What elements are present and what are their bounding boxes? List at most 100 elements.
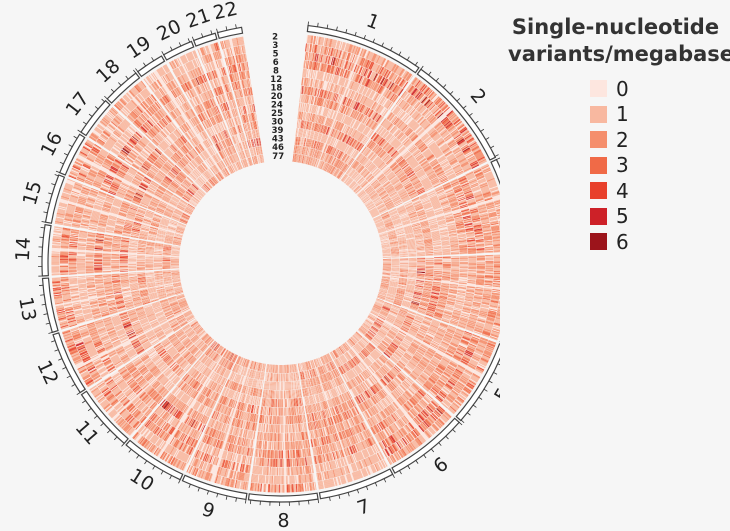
heat-cell xyxy=(315,132,318,141)
heat-cell xyxy=(361,115,367,123)
heat-cell xyxy=(373,113,379,121)
heat-cell xyxy=(322,134,327,143)
heat-cell xyxy=(322,162,327,171)
heat-cell xyxy=(332,102,337,111)
heat-cell xyxy=(364,107,370,115)
heat-cell xyxy=(352,91,357,100)
heat-cell xyxy=(366,88,371,97)
heat-cell xyxy=(334,120,338,129)
heat-cell xyxy=(308,61,311,70)
heat-cell xyxy=(302,155,305,164)
heat-cell xyxy=(305,121,308,130)
heat-cell xyxy=(336,170,342,178)
heat-cell xyxy=(330,156,335,165)
heat-cell xyxy=(325,99,329,108)
heat-cell xyxy=(341,105,346,114)
heat-cell xyxy=(370,81,375,89)
heat-cell xyxy=(299,111,302,120)
heat-cell xyxy=(363,137,369,145)
heat-cell xyxy=(369,120,375,128)
heat-cell xyxy=(336,160,342,168)
heat-cell xyxy=(318,62,322,71)
heat-cell xyxy=(351,139,357,147)
heat-cell xyxy=(353,151,359,159)
heat-cell xyxy=(343,134,348,143)
heat-cell xyxy=(328,156,333,164)
heat-cell xyxy=(306,130,309,139)
heat-cell xyxy=(340,77,344,86)
heat-cell xyxy=(326,82,330,91)
heat-cell xyxy=(299,94,302,103)
heat-cell xyxy=(305,156,309,165)
heat-cell xyxy=(338,132,343,141)
heat-cell xyxy=(347,98,352,107)
heat-cell xyxy=(314,105,317,114)
heat-cell xyxy=(326,82,329,91)
heat-cell xyxy=(312,79,315,88)
heat-cell xyxy=(324,99,328,108)
heat-cell xyxy=(298,111,301,120)
heat-cell xyxy=(303,155,307,164)
heat-cell xyxy=(304,147,307,156)
heat-cell xyxy=(361,77,366,85)
heat-cell xyxy=(340,142,345,151)
heat-cell xyxy=(334,159,340,167)
heat-cell xyxy=(303,86,305,95)
heat-cell xyxy=(367,129,373,137)
heat-cell xyxy=(362,86,367,95)
heat-cell xyxy=(297,137,300,146)
heat-cell xyxy=(310,95,313,105)
heat-cell xyxy=(352,110,357,119)
heat-cell xyxy=(341,133,346,142)
heat-cell xyxy=(307,86,310,95)
heat-cell xyxy=(310,61,313,70)
heat-cell xyxy=(354,131,360,139)
heat-cell xyxy=(343,144,348,152)
heat-cell xyxy=(351,100,356,109)
heat-cell xyxy=(341,133,347,142)
heat-cell xyxy=(323,153,328,162)
heat-cell xyxy=(341,124,346,132)
heat-cell xyxy=(317,132,320,141)
heat-cell xyxy=(371,111,377,120)
heat-cell xyxy=(325,126,329,135)
heat-cell xyxy=(295,128,297,137)
heat-cell xyxy=(300,137,302,146)
heat-cell xyxy=(365,118,371,126)
heat-cell xyxy=(347,157,353,165)
heat-cell xyxy=(301,111,304,120)
heat-cell xyxy=(321,134,325,143)
heat-cell xyxy=(331,167,337,175)
heat-cell xyxy=(319,115,322,124)
heat-cell xyxy=(342,143,347,152)
heat-cell xyxy=(296,119,298,128)
heat-cell xyxy=(383,99,389,107)
heat-cell xyxy=(315,88,318,97)
heat-cell xyxy=(315,150,319,159)
heat-cell xyxy=(373,123,379,131)
heat-cell xyxy=(321,81,325,90)
heat-cell xyxy=(353,151,360,159)
heat-cell xyxy=(331,157,336,165)
heat-cell xyxy=(304,120,306,129)
heat-cell xyxy=(320,124,324,133)
heat-cell xyxy=(323,90,327,99)
heat-cell xyxy=(311,122,314,131)
heat-cell xyxy=(347,127,353,135)
heat-cell xyxy=(371,101,376,109)
heat-cell xyxy=(338,85,342,94)
heat-cell xyxy=(353,121,359,129)
heat-cell xyxy=(355,93,360,101)
heat-cell xyxy=(318,160,323,169)
heat-cell xyxy=(348,71,352,80)
heat-cell xyxy=(347,117,352,126)
heat-cell xyxy=(332,129,337,138)
heat-cell xyxy=(369,131,375,138)
heat-cell xyxy=(337,151,342,159)
heat-cell xyxy=(352,130,358,138)
heat-cell xyxy=(342,124,347,133)
heat-cell xyxy=(319,115,323,124)
heat-cell xyxy=(344,97,349,106)
heat-cell xyxy=(335,160,341,168)
heat-cell xyxy=(320,133,324,142)
